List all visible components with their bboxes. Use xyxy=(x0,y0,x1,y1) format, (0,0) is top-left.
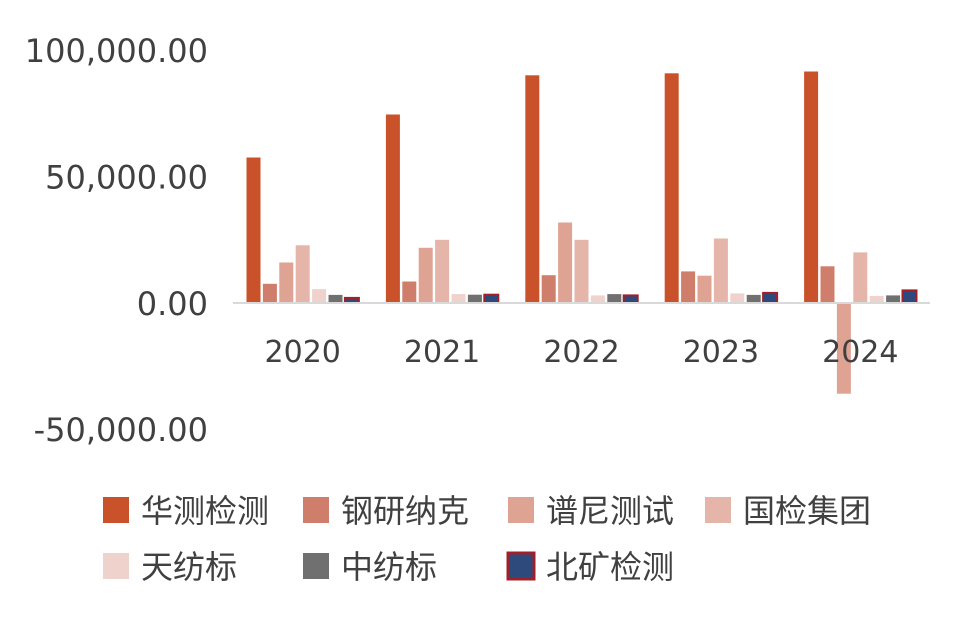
bar-3-2020 xyxy=(279,262,294,303)
x-tick-label: 2024 xyxy=(822,335,898,370)
legend-label: 谱尼测试 xyxy=(546,492,674,530)
y-tick-label: -50,000.00 xyxy=(34,411,208,449)
legend-label: 国检集团 xyxy=(743,492,871,530)
legend-label: 中纺标 xyxy=(341,548,437,586)
bar-7-2022 xyxy=(622,294,639,304)
bar-6-2024 xyxy=(886,295,901,303)
legend-swatch xyxy=(103,497,129,523)
bar-5-2021 xyxy=(451,294,466,303)
bar-3-2021 xyxy=(418,247,433,303)
bar-1-2021 xyxy=(385,114,400,303)
bar-6-2023 xyxy=(746,294,761,303)
bar-2-2021 xyxy=(402,281,417,303)
y-tick-label: 0.00 xyxy=(137,285,208,323)
y-tick-label: 50,000.00 xyxy=(45,159,208,197)
legend-label: 钢研纳克 xyxy=(341,492,469,530)
legend-swatch xyxy=(508,497,534,523)
legend-label: 华测检测 xyxy=(141,492,269,530)
bar-5-2022 xyxy=(590,295,605,303)
bar-2-2022 xyxy=(541,275,556,303)
bar-7-2021 xyxy=(483,293,500,305)
bar-4-2020 xyxy=(295,245,310,303)
legend-swatch xyxy=(506,551,536,581)
x-tick-label: 2021 xyxy=(404,335,480,370)
legend-label: 天纺标 xyxy=(141,548,237,586)
y-axis-tick-labels: 100,000.00 50,000.00 0.00 -50,000.00 xyxy=(25,32,208,449)
bars xyxy=(246,71,918,394)
bar-4-2022 xyxy=(574,239,589,304)
legend-swatch xyxy=(303,497,329,523)
bar-4-2023 xyxy=(713,238,728,303)
bar-4-2021 xyxy=(435,239,450,304)
bar-1-2022 xyxy=(525,75,540,303)
bar-1-2023 xyxy=(664,73,679,303)
bar-5-2024 xyxy=(869,295,884,303)
x-tick-label: 2022 xyxy=(543,335,619,370)
legend-swatch xyxy=(705,497,731,523)
bar-6-2020 xyxy=(328,294,343,303)
bar-5-2020 xyxy=(312,289,327,303)
bar-7-2024 xyxy=(901,289,918,304)
bar-2-2023 xyxy=(681,271,696,303)
bar-2-2020 xyxy=(262,283,277,303)
legend-swatch xyxy=(303,553,329,579)
x-tick-label: 2023 xyxy=(683,335,759,370)
legend-swatch xyxy=(103,553,129,579)
legend-label: 北矿检测 xyxy=(546,548,674,586)
bar-6-2021 xyxy=(467,294,482,303)
bar-4-2024 xyxy=(853,252,868,303)
bar-3-2023 xyxy=(697,275,712,303)
bar-5-2023 xyxy=(730,293,745,303)
bar-7-2023 xyxy=(762,291,779,304)
bar-3-2022 xyxy=(558,222,573,303)
x-axis-tick-labels: 2020 2021 2022 2023 2024 xyxy=(265,335,899,370)
bar-2-2024 xyxy=(820,266,835,303)
bar-3-2024 xyxy=(836,303,851,394)
bar-1-2024 xyxy=(804,71,819,303)
bar-1-2020 xyxy=(246,157,261,303)
x-tick-label: 2020 xyxy=(265,335,341,370)
bar-6-2022 xyxy=(607,294,622,303)
y-tick-label: 100,000.00 xyxy=(25,32,208,70)
